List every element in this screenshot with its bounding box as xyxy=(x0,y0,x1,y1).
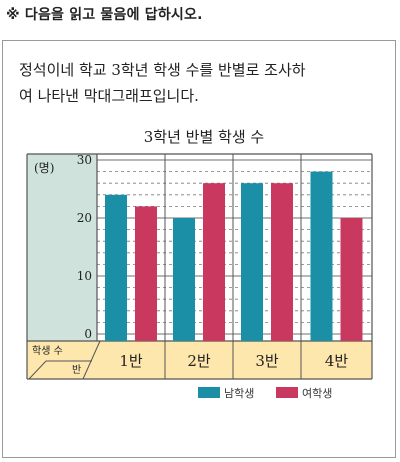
y-tick-labels: 0 10 20 30 xyxy=(77,153,92,341)
y-tick-label: 10 xyxy=(77,269,92,283)
legend: 남학생 여학생 xyxy=(198,387,332,400)
corner-label-class: 반 xyxy=(72,364,81,376)
question-line-2: 여 나타낸 막대그래프입니다. xyxy=(19,87,199,105)
bars xyxy=(105,171,363,341)
problem-box: 정석이네 학교 3학년 학생 수를 반별로 조사하 여 나타낸 막대그래프입니다… xyxy=(2,40,396,458)
bar-girls-4 xyxy=(340,218,363,341)
category-label: 2반 xyxy=(187,352,211,370)
bar-boys-1 xyxy=(105,194,127,341)
bar-boys-3 xyxy=(241,183,263,341)
legend-swatch xyxy=(276,387,298,398)
corner-slant-line xyxy=(82,340,101,380)
bar-girls-1 xyxy=(135,206,157,341)
question-text: 정석이네 학교 3학년 학생 수를 반별로 조사하 여 나타낸 막대그래프입니다… xyxy=(19,57,389,109)
y-axis-unit-label: (명) xyxy=(34,161,54,175)
corner-slant-line xyxy=(28,360,47,380)
corner-label-students: 학생 수 xyxy=(32,345,63,357)
y-tick-label: 30 xyxy=(77,153,92,167)
y-tick-label: 0 xyxy=(84,327,92,341)
y-axis-panel xyxy=(27,154,97,341)
category-panel xyxy=(27,341,372,379)
legend-label: 남학생 xyxy=(224,387,254,400)
y-tick-label: 20 xyxy=(77,211,92,225)
legend-label: 여학생 xyxy=(302,387,332,400)
question-line-1: 정석이네 학교 3학년 학생 수를 반별로 조사하 xyxy=(19,61,306,79)
category-labels: 1반 2반 3반 4반 xyxy=(119,352,348,370)
category-label: 4반 xyxy=(325,352,349,370)
chart-title: 3학년 반별 학생 수 xyxy=(144,128,264,146)
category-label: 1반 xyxy=(119,352,143,370)
bar-girls-2 xyxy=(203,183,225,341)
legend-swatch xyxy=(198,387,220,398)
instruction-text: ※ 다음을 읽고 물음에 답하시오. xyxy=(6,7,203,23)
bar-girls-3 xyxy=(271,183,293,341)
bar-boys-2 xyxy=(173,218,195,341)
bar-boys-4 xyxy=(310,171,333,341)
category-label: 3반 xyxy=(255,352,279,370)
